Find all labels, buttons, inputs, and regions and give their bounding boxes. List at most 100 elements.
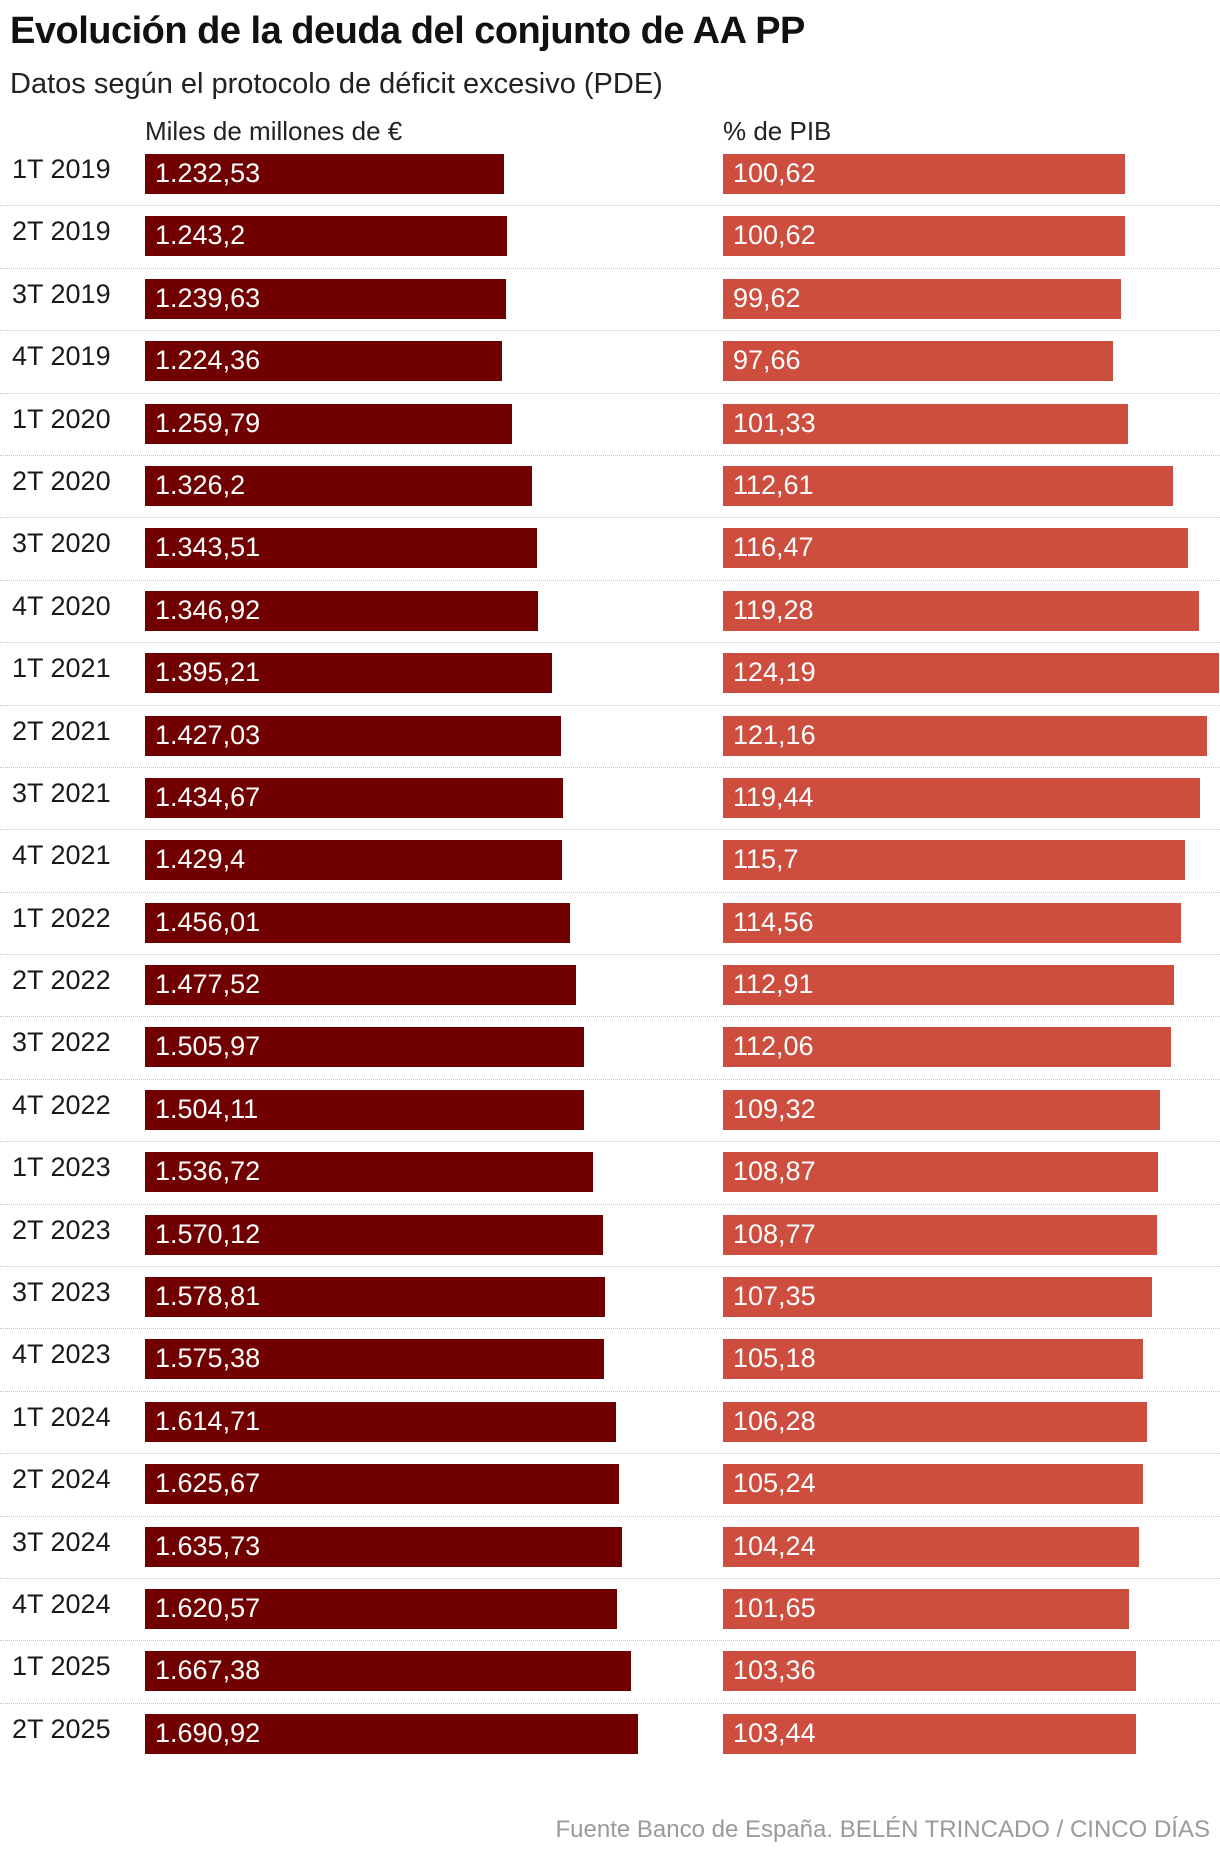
data-label-gdp: 97,66 (733, 345, 801, 376)
category-label: 4T 2020 (12, 590, 111, 621)
chart-row: 1T 2020 1.259,79 101,33 (0, 394, 1220, 456)
chart-row: 1T 2021 1.395,21 124,19 (0, 643, 1220, 706)
data-label-gdp: 101,33 (733, 407, 816, 438)
data-label-gdp: 112,61 (733, 469, 814, 500)
data-label-debt: 1.232,53 (155, 158, 261, 188)
bar-gdp: 105,18 (723, 1339, 1144, 1380)
bar-debt: 1.690,92 (145, 1713, 638, 1754)
bar-debt: 1.614,71 (145, 1401, 616, 1442)
bar-debt: 1.239,63 (145, 278, 507, 319)
data-label-debt: 1.477,52 (155, 969, 261, 1000)
data-label-gdp: 121,16 (733, 719, 816, 750)
data-label-gdp: 116,47 (733, 532, 814, 563)
data-label-gdp: 100,62 (733, 158, 816, 188)
bar-debt: 1.427,03 (145, 715, 562, 756)
data-label-debt: 1.625,67 (155, 1468, 261, 1499)
data-label-gdp: 119,28 (733, 594, 814, 625)
data-label-debt: 1.570,12 (155, 1218, 261, 1249)
data-label-debt: 1.690,92 (155, 1717, 261, 1748)
bar-gdp: 107,35 (723, 1277, 1152, 1318)
category-label: 3T 2020 (12, 528, 111, 559)
chart-row: 3T 2024 1.635,73 104,24 (0, 1517, 1220, 1579)
column-header-debt: Miles de millones de € (145, 116, 403, 146)
category-label: 4T 2019 (12, 341, 111, 372)
bar-debt: 1.434,67 (145, 777, 564, 818)
data-label-debt: 1.395,21 (155, 657, 261, 688)
chart-row: 1T 2019 1.232,53 100,62 (0, 144, 1220, 207)
data-label-debt: 1.575,38 (155, 1343, 261, 1374)
category-label: 1T 2022 (12, 902, 111, 933)
chart-row: 4T 2019 1.224,36 97,66 (0, 331, 1220, 394)
data-label-gdp: 100,62 (733, 220, 816, 251)
bar-debt: 1.259,79 (145, 403, 513, 444)
category-label: 1T 2020 (12, 403, 111, 434)
bar-debt: 1.625,67 (145, 1464, 619, 1505)
category-label: 2T 2024 (12, 1464, 111, 1495)
source-note: Fuente Banco de España. BELÉN TRINCADO /… (555, 1816, 1211, 1843)
data-label-debt: 1.614,71 (155, 1405, 261, 1436)
data-label-gdp: 114,56 (733, 906, 814, 937)
data-label-gdp: 106,28 (733, 1405, 816, 1436)
bar-debt: 1.477,52 (145, 965, 576, 1006)
data-label-gdp: 124,19 (733, 657, 816, 688)
data-label-gdp: 99,62 (733, 282, 801, 313)
category-label: 1T 2025 (12, 1651, 111, 1682)
data-label-debt: 1.429,4 (155, 844, 246, 875)
data-label-debt: 1.343,51 (155, 532, 261, 563)
data-label-debt: 1.635,73 (155, 1530, 261, 1561)
data-label-debt: 1.346,92 (155, 594, 261, 625)
data-label-gdp: 105,18 (733, 1343, 816, 1374)
data-label-debt: 1.326,2 (155, 469, 246, 500)
data-label-gdp: 112,91 (733, 969, 814, 1000)
bar-gdp: 112,06 (723, 1027, 1171, 1068)
bar-gdp: 106,28 (723, 1401, 1148, 1442)
category-label: 1T 2019 (12, 154, 111, 184)
data-label-debt: 1.667,38 (155, 1655, 261, 1686)
data-label-gdp: 101,65 (733, 1592, 816, 1623)
data-label-gdp: 107,35 (733, 1281, 816, 1312)
category-label: 2T 2023 (12, 1214, 111, 1245)
category-label: 2T 2022 (12, 965, 111, 996)
bar-debt: 1.243,2 (145, 216, 508, 257)
chart-row: 2T 2023 1.570,12 108,77 (0, 1205, 1220, 1268)
chart-row: 2T 2021 1.427,03 121,16 (0, 706, 1220, 768)
chart-row: 3T 2022 1.505,97 112,06 (0, 1017, 1220, 1080)
category-label: 4T 2022 (12, 1089, 111, 1120)
data-label-debt: 1.456,01 (155, 906, 261, 937)
bar-debt: 1.667,38 (145, 1651, 632, 1692)
bar-debt: 1.578,81 (145, 1277, 606, 1318)
bar-gdp: 114,56 (723, 902, 1181, 943)
bar-debt: 1.232,53 (145, 154, 505, 194)
bar-debt: 1.635,73 (145, 1526, 622, 1567)
bar-gdp: 108,77 (723, 1214, 1158, 1255)
bar-debt: 1.456,01 (145, 902, 570, 943)
category-label: 4T 2021 (12, 840, 111, 871)
chart-row: 4T 2020 1.346,92 119,28 (0, 581, 1220, 644)
category-label: 4T 2024 (12, 1588, 111, 1619)
bar-gdp: 100,62 (723, 216, 1125, 257)
data-label-gdp: 103,36 (733, 1655, 816, 1686)
bar-debt: 1.504,11 (145, 1089, 584, 1130)
bar-gdp: 121,16 (723, 715, 1207, 756)
bar-gdp: 109,32 (723, 1089, 1160, 1130)
column-header-gdp: % de PIB (723, 116, 832, 146)
bar-gdp: 124,19 (723, 653, 1219, 694)
category-label: 3T 2023 (12, 1277, 111, 1308)
chart-row: 3T 2019 1.239,63 99,62 (0, 269, 1220, 332)
data-label-debt: 1.536,72 (155, 1156, 261, 1187)
chart-title: Evolución de la deuda del conjunto de AA… (10, 10, 805, 52)
bar-debt: 1.395,21 (145, 653, 552, 694)
bar-debt: 1.575,38 (145, 1339, 605, 1380)
bar-gdp: 100,62 (723, 154, 1125, 194)
chart-row: 3T 2021 1.434,67 119,44 (0, 768, 1220, 831)
bar-debt: 1.429,4 (145, 840, 562, 881)
data-label-gdp: 109,32 (733, 1093, 816, 1124)
bar-debt: 1.570,12 (145, 1214, 603, 1255)
data-label-debt: 1.243,2 (155, 220, 246, 251)
chart-row: 4T 2024 1.620,57 101,65 (0, 1579, 1220, 1642)
bar-debt: 1.326,2 (145, 465, 532, 506)
chart-row: 2T 2024 1.625,67 105,24 (0, 1454, 1220, 1517)
data-label-debt: 1.620,57 (155, 1592, 261, 1623)
chart-row: 2T 2025 1.690,92 103,44 (0, 1704, 1220, 1766)
category-label: 1T 2021 (12, 653, 111, 684)
